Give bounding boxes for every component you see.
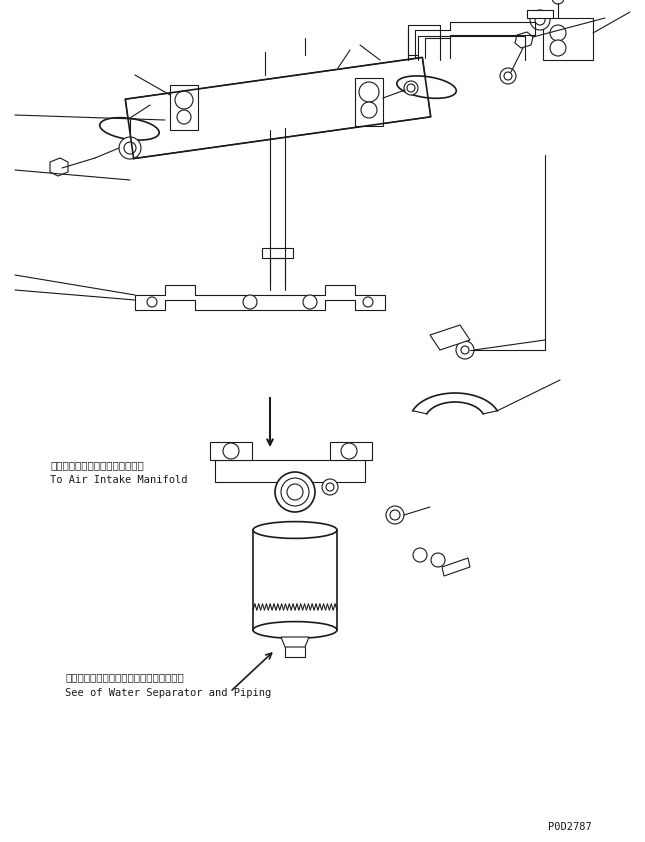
- Circle shape: [552, 0, 564, 4]
- Bar: [170, 85, 198, 130]
- Bar: [215, 460, 365, 482]
- Circle shape: [326, 483, 334, 491]
- Circle shape: [530, 10, 550, 30]
- Bar: [355, 78, 383, 126]
- Text: See of Water Separator and Piping: See of Water Separator and Piping: [65, 688, 272, 698]
- Circle shape: [413, 548, 427, 562]
- Circle shape: [341, 443, 357, 459]
- Text: P0D2787: P0D2787: [548, 822, 591, 832]
- Polygon shape: [527, 10, 553, 18]
- Circle shape: [404, 81, 418, 95]
- Circle shape: [303, 295, 317, 309]
- Circle shape: [504, 72, 512, 80]
- Polygon shape: [125, 57, 431, 158]
- Bar: [330, 442, 372, 460]
- Circle shape: [535, 15, 545, 25]
- Circle shape: [550, 25, 566, 41]
- Circle shape: [550, 40, 566, 56]
- Bar: [543, 18, 593, 60]
- Polygon shape: [135, 285, 385, 310]
- Polygon shape: [515, 32, 533, 48]
- Circle shape: [407, 84, 415, 92]
- Text: エアーインテークマニホールドへ: エアーインテークマニホールドへ: [50, 460, 144, 470]
- Ellipse shape: [253, 621, 337, 638]
- Circle shape: [124, 142, 136, 154]
- Circle shape: [243, 295, 257, 309]
- Ellipse shape: [100, 118, 159, 140]
- Circle shape: [287, 484, 303, 500]
- Circle shape: [363, 297, 373, 307]
- Circle shape: [223, 443, 239, 459]
- Circle shape: [322, 479, 338, 495]
- Circle shape: [431, 553, 445, 567]
- Text: ウォータセパレータおよびパイピング参照: ウォータセパレータおよびパイピング参照: [65, 672, 184, 682]
- Circle shape: [456, 341, 474, 359]
- Circle shape: [500, 68, 516, 84]
- Polygon shape: [262, 248, 293, 258]
- Circle shape: [177, 110, 191, 124]
- Circle shape: [359, 82, 379, 102]
- Circle shape: [119, 137, 141, 159]
- Circle shape: [390, 510, 400, 520]
- Circle shape: [147, 297, 157, 307]
- Polygon shape: [50, 158, 68, 176]
- Polygon shape: [442, 558, 470, 576]
- Text: To Air Intake Manifold: To Air Intake Manifold: [50, 475, 188, 485]
- Polygon shape: [281, 637, 309, 647]
- Ellipse shape: [397, 76, 456, 99]
- Ellipse shape: [253, 521, 337, 538]
- Circle shape: [386, 506, 404, 524]
- Circle shape: [275, 472, 315, 512]
- Polygon shape: [430, 325, 470, 350]
- Circle shape: [175, 91, 193, 109]
- Circle shape: [361, 102, 377, 118]
- Bar: [210, 442, 252, 460]
- Circle shape: [281, 478, 309, 506]
- Circle shape: [461, 346, 469, 354]
